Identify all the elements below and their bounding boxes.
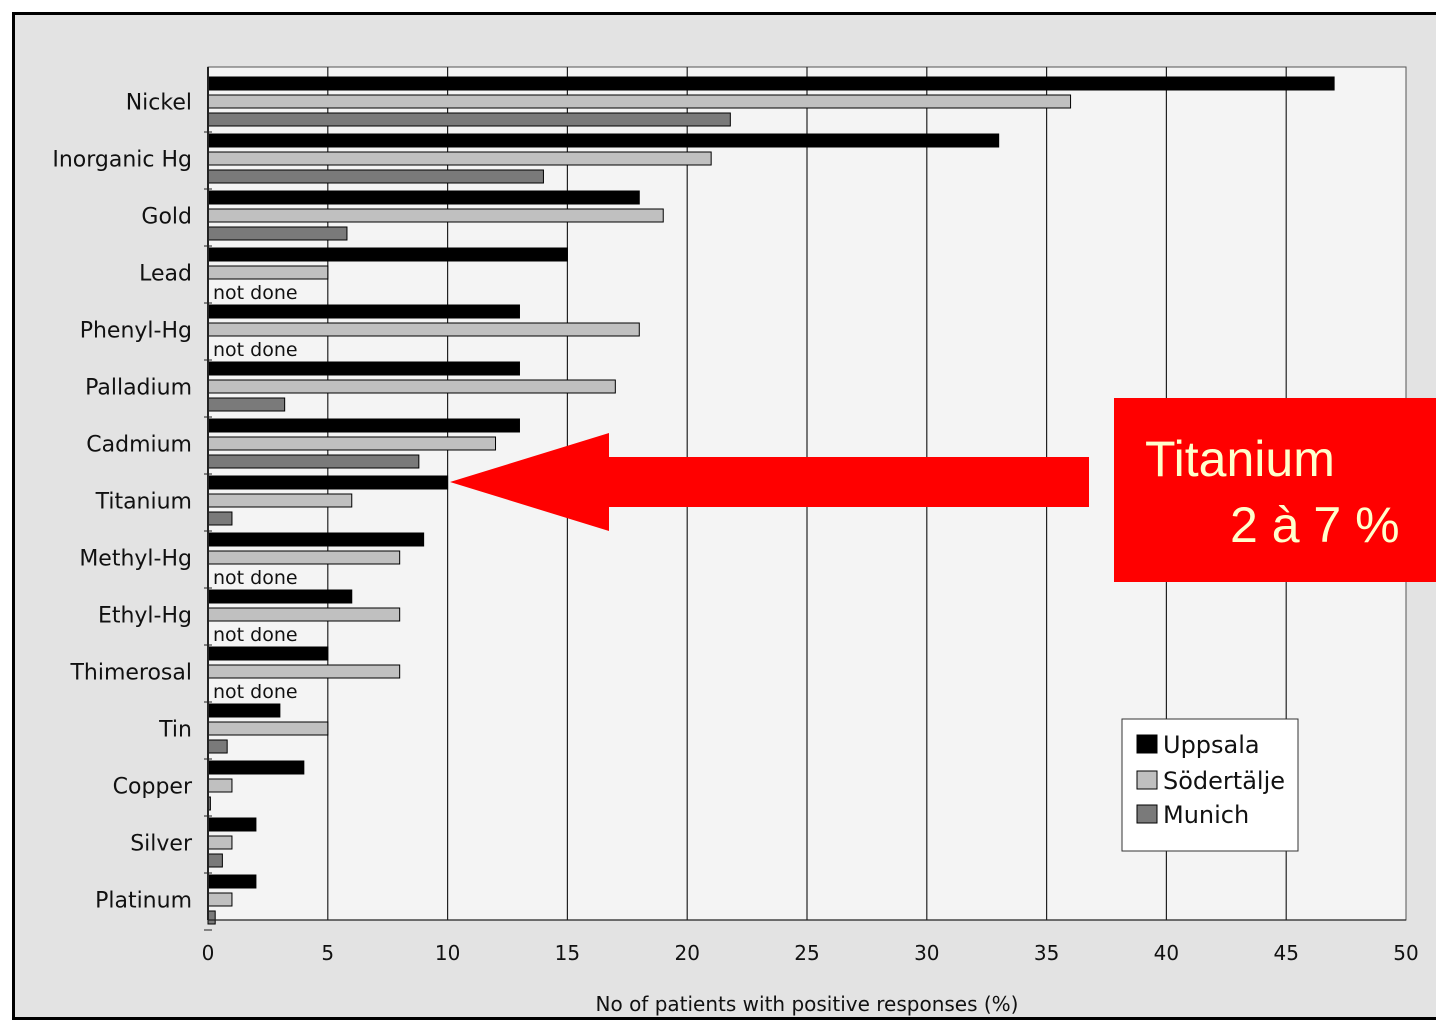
category-label-palladium: Palladium bbox=[85, 376, 192, 401]
callout-box bbox=[1114, 398, 1436, 582]
x-tick-label-10: 10 bbox=[435, 941, 460, 965]
bar-uppsala-1 bbox=[207, 133, 1000, 148]
legend-label-uppsala: Uppsala bbox=[1163, 731, 1260, 759]
callout-arrow bbox=[450, 433, 1089, 531]
bar-uppsala-6 bbox=[207, 418, 520, 433]
category-label-thimerosal: Thimerosal bbox=[69, 661, 192, 686]
bar-uppsala-4 bbox=[207, 304, 520, 319]
x-tick-label-20: 20 bbox=[674, 941, 699, 965]
bar-s-dert-lje-14 bbox=[207, 892, 233, 907]
category-label-lead: Lead bbox=[139, 262, 192, 287]
chart-frame: not done not done not done not done not done… bbox=[12, 12, 1436, 1020]
bars-group: not done not done not done not done not done bbox=[207, 76, 1335, 925]
bar-s-dert-lje-1 bbox=[207, 151, 712, 166]
callout-line2: 2 à 7 % bbox=[1230, 497, 1400, 553]
category-label-nickel: Nickel bbox=[126, 91, 192, 116]
legend-label-munich: Munich bbox=[1163, 801, 1249, 829]
bar-s-dert-lje-11 bbox=[207, 721, 329, 736]
bar-munich-11 bbox=[207, 739, 228, 754]
bar-uppsala-8 bbox=[207, 532, 425, 547]
bar-munich-2 bbox=[207, 226, 348, 241]
bar-s-dert-lje-12 bbox=[207, 778, 233, 793]
bar-s-dert-lje-0 bbox=[207, 94, 1072, 109]
category-label-phenyl-hg: Phenyl-Hg bbox=[80, 319, 192, 344]
x-axis-title: No of patients with positive responses (… bbox=[596, 992, 1019, 1016]
bar-munich-14 bbox=[207, 910, 216, 925]
x-tick-label-30: 30 bbox=[914, 941, 939, 965]
category-label-inorganic-hg: Inorganic Hg bbox=[52, 148, 192, 173]
category-label-methyl-hg: Methyl-Hg bbox=[79, 547, 192, 572]
category-label-titanium: Titanium bbox=[95, 490, 192, 515]
bar-uppsala-7 bbox=[207, 475, 449, 490]
bar-uppsala-12 bbox=[207, 760, 305, 775]
callout-line1: Titanium bbox=[1145, 431, 1335, 487]
legend-swatch-uppsala bbox=[1136, 734, 1158, 754]
not-done-label-8: not done bbox=[213, 567, 298, 589]
bar-uppsala-10 bbox=[207, 646, 329, 661]
bar-munich-6 bbox=[207, 454, 420, 469]
bar-s-dert-lje-10 bbox=[207, 664, 401, 679]
category-label-gold: Gold bbox=[141, 205, 192, 230]
legend-label-sodertalje: Södertälje bbox=[1163, 767, 1285, 795]
category-label-silver: Silver bbox=[130, 832, 193, 857]
category-label-copper: Copper bbox=[113, 775, 193, 800]
bar-s-dert-lje-3 bbox=[207, 265, 329, 280]
x-tick-label-0: 0 bbox=[202, 941, 215, 965]
not-done-label-3: not done bbox=[213, 282, 298, 304]
not-done-label-4: not done bbox=[213, 339, 298, 361]
bar-s-dert-lje-4 bbox=[207, 322, 640, 337]
bar-uppsala-11 bbox=[207, 703, 281, 718]
x-tick-label-50: 50 bbox=[1393, 941, 1418, 965]
bar-uppsala-3 bbox=[207, 247, 568, 262]
bar-munich-1 bbox=[207, 169, 544, 184]
not-done-label-10: not done bbox=[213, 681, 298, 703]
bar-uppsala-2 bbox=[207, 190, 640, 205]
bar-munich-13 bbox=[207, 853, 223, 868]
x-tick-label-35: 35 bbox=[1034, 941, 1059, 965]
bar-uppsala-14 bbox=[207, 874, 257, 889]
bar-s-dert-lje-9 bbox=[207, 607, 401, 622]
bar-uppsala-13 bbox=[207, 817, 257, 832]
axis-group: 0 5 10 15 20 25 30 35 40 45 50 Nickel Inorganic Hg Go… bbox=[52, 67, 1419, 965]
category-label-platinum: Platinum bbox=[95, 889, 192, 914]
legend: Uppsala Södertälje Munich bbox=[1121, 718, 1299, 852]
category-label-ethyl-hg: Ethyl-Hg bbox=[98, 604, 192, 629]
legend-swatch-munich bbox=[1136, 804, 1158, 824]
x-tick-label-25: 25 bbox=[794, 941, 819, 965]
bar-s-dert-lje-2 bbox=[207, 208, 664, 223]
bar-uppsala-0 bbox=[207, 76, 1335, 91]
x-tick-label-40: 40 bbox=[1154, 941, 1179, 965]
x-tick-label-45: 45 bbox=[1273, 941, 1298, 965]
category-label-tin: Tin bbox=[158, 718, 192, 743]
bar-munich-0 bbox=[207, 112, 731, 127]
category-label-cadmium: Cadmium bbox=[86, 433, 192, 458]
bar-uppsala-9 bbox=[207, 589, 353, 604]
not-done-label-9: not done bbox=[213, 624, 298, 646]
legend-swatch-sodertalje bbox=[1136, 770, 1158, 790]
bar-munich-5 bbox=[207, 397, 286, 412]
bar-uppsala-5 bbox=[207, 361, 520, 376]
bar-s-dert-lje-7 bbox=[207, 493, 353, 508]
callout: Titanium 2 à 7 % bbox=[450, 398, 1436, 582]
bar-s-dert-lje-5 bbox=[207, 379, 616, 394]
x-tick-label-15: 15 bbox=[555, 941, 580, 965]
bar-s-dert-lje-13 bbox=[207, 835, 233, 850]
bar-s-dert-lje-8 bbox=[207, 550, 401, 565]
bar-s-dert-lje-6 bbox=[207, 436, 497, 451]
x-tick-label-5: 5 bbox=[321, 941, 334, 965]
bar-munich-7 bbox=[207, 511, 233, 526]
